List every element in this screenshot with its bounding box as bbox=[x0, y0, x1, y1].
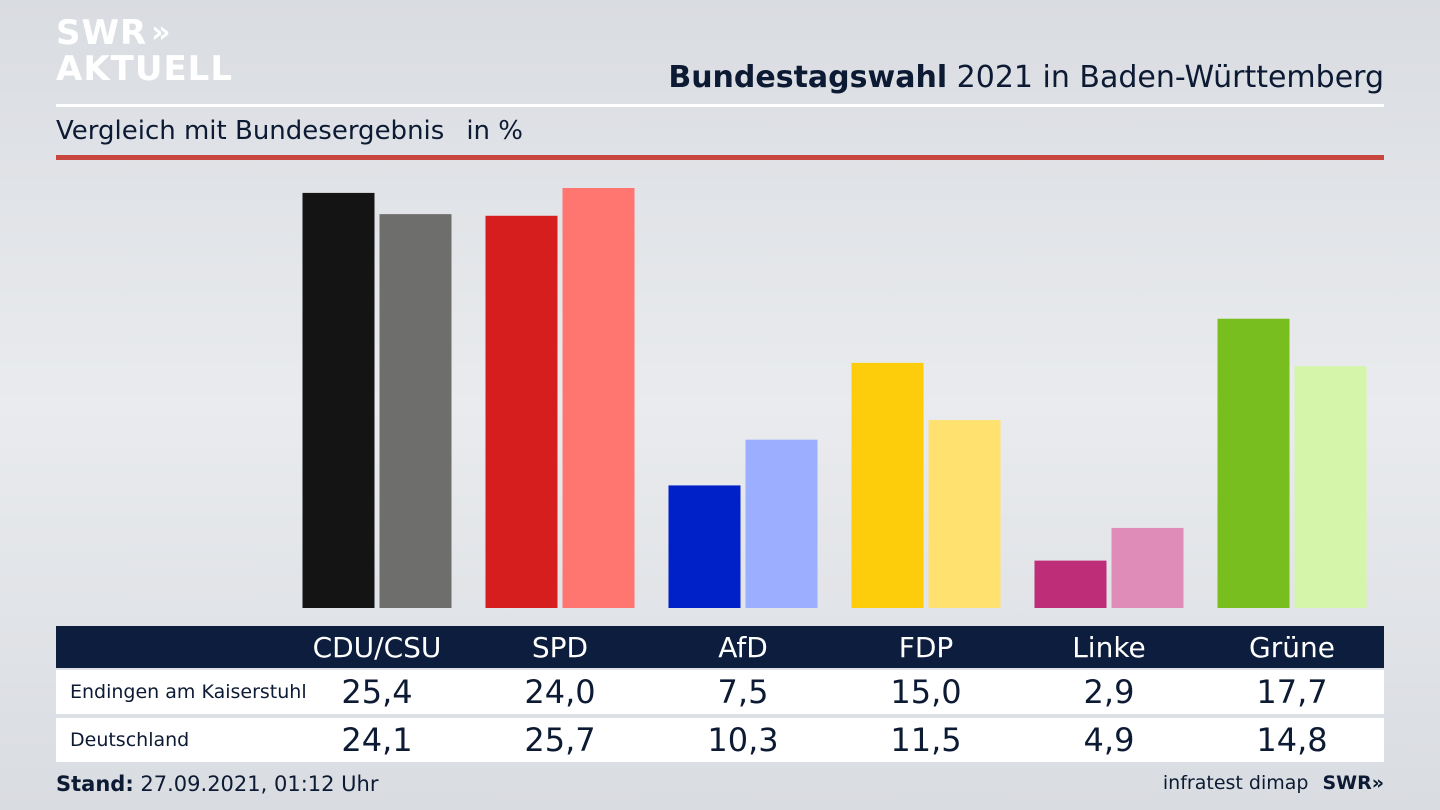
category-label: Linke bbox=[1072, 630, 1146, 664]
bar-cdu-csu-national bbox=[379, 214, 452, 608]
swr-brand-logo: SWR» bbox=[1322, 772, 1384, 794]
value-cell: 7,5 bbox=[717, 673, 769, 711]
stand-label: Stand: bbox=[56, 772, 134, 796]
subtitle-text: Vergleich mit Bundesergebnis bbox=[56, 116, 445, 146]
value-cell: 25,7 bbox=[524, 721, 596, 759]
table-row: Endingen am Kaiserstuhl 25,4 24,0 7,5 15,0 2… bbox=[56, 670, 1384, 714]
source-credit: infratest dimap SWR» bbox=[1163, 772, 1384, 794]
bar-linke-national bbox=[1111, 527, 1184, 608]
bar-chart bbox=[302, 188, 1367, 609]
bar-cdu-csu-local bbox=[302, 192, 375, 609]
value-cell: 25,4 bbox=[341, 673, 413, 711]
category-label: AfD bbox=[718, 630, 768, 664]
bar-grüne-local bbox=[1217, 318, 1290, 608]
title-rest: 2021 in Baden-Württemberg bbox=[947, 60, 1384, 95]
value-cell: 4,9 bbox=[1083, 721, 1135, 759]
title-bold: Bundestagswahl bbox=[668, 60, 948, 95]
table-row: Deutschland 24,1 25,7 10,3 11,5 4,9 14,8 bbox=[56, 718, 1384, 762]
category-label: CDU/CSU bbox=[312, 630, 442, 664]
subtitle-divider bbox=[56, 155, 1384, 160]
logo-swr-text: SWR bbox=[56, 13, 148, 53]
bar-grüne-national bbox=[1294, 366, 1367, 608]
category-label: FDP bbox=[898, 630, 954, 664]
logo-aktuell-text: AKTUELL bbox=[56, 49, 234, 89]
category-label: Grüne bbox=[1249, 630, 1335, 664]
bar-afd-national bbox=[745, 439, 818, 608]
bar-fdp-national bbox=[928, 420, 1001, 608]
party-header-row: CDU/CSU SPD AfD FDP Linke Grüne bbox=[56, 626, 1384, 668]
bar-spd-local bbox=[485, 215, 558, 608]
value-cell: 11,5 bbox=[890, 721, 962, 759]
source-text: infratest dimap bbox=[1162, 772, 1309, 794]
value-cell: 24,1 bbox=[341, 721, 413, 759]
value-cell: 15,0 bbox=[890, 673, 962, 711]
swr-aktuell-logo: SWR » AKTUELL bbox=[56, 16, 233, 86]
row-label-local: Endingen am Kaiserstuhl bbox=[70, 681, 307, 703]
value-cell: 17,7 bbox=[1256, 673, 1328, 711]
title-divider bbox=[56, 104, 1384, 107]
bar-fdp-local bbox=[851, 362, 924, 608]
value-cell: 14,8 bbox=[1256, 721, 1328, 759]
timestamp: Stand: 27.09.2021, 01:12 Uhr bbox=[56, 772, 379, 796]
bar-spd-national bbox=[562, 188, 635, 608]
bar-afd-local bbox=[668, 485, 741, 608]
category-label: SPD bbox=[531, 630, 589, 664]
row-label-national: Deutschland bbox=[70, 729, 190, 751]
value-cell: 2,9 bbox=[1083, 673, 1135, 711]
chart-subtitle: Vergleich mit Bundesergebnis in % bbox=[56, 116, 523, 146]
unit-label: in % bbox=[466, 116, 523, 146]
page-title: Bundestagswahl 2021 in Baden-Württemberg bbox=[668, 60, 1384, 95]
bar-linke-local bbox=[1034, 560, 1107, 608]
value-cell: 10,3 bbox=[707, 721, 779, 759]
stand-value: 27.09.2021, 01:12 Uhr bbox=[133, 772, 379, 796]
value-cell: 24,0 bbox=[524, 673, 596, 711]
